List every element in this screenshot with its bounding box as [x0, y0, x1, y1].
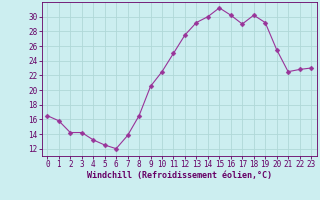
X-axis label: Windchill (Refroidissement éolien,°C): Windchill (Refroidissement éolien,°C)	[87, 171, 272, 180]
